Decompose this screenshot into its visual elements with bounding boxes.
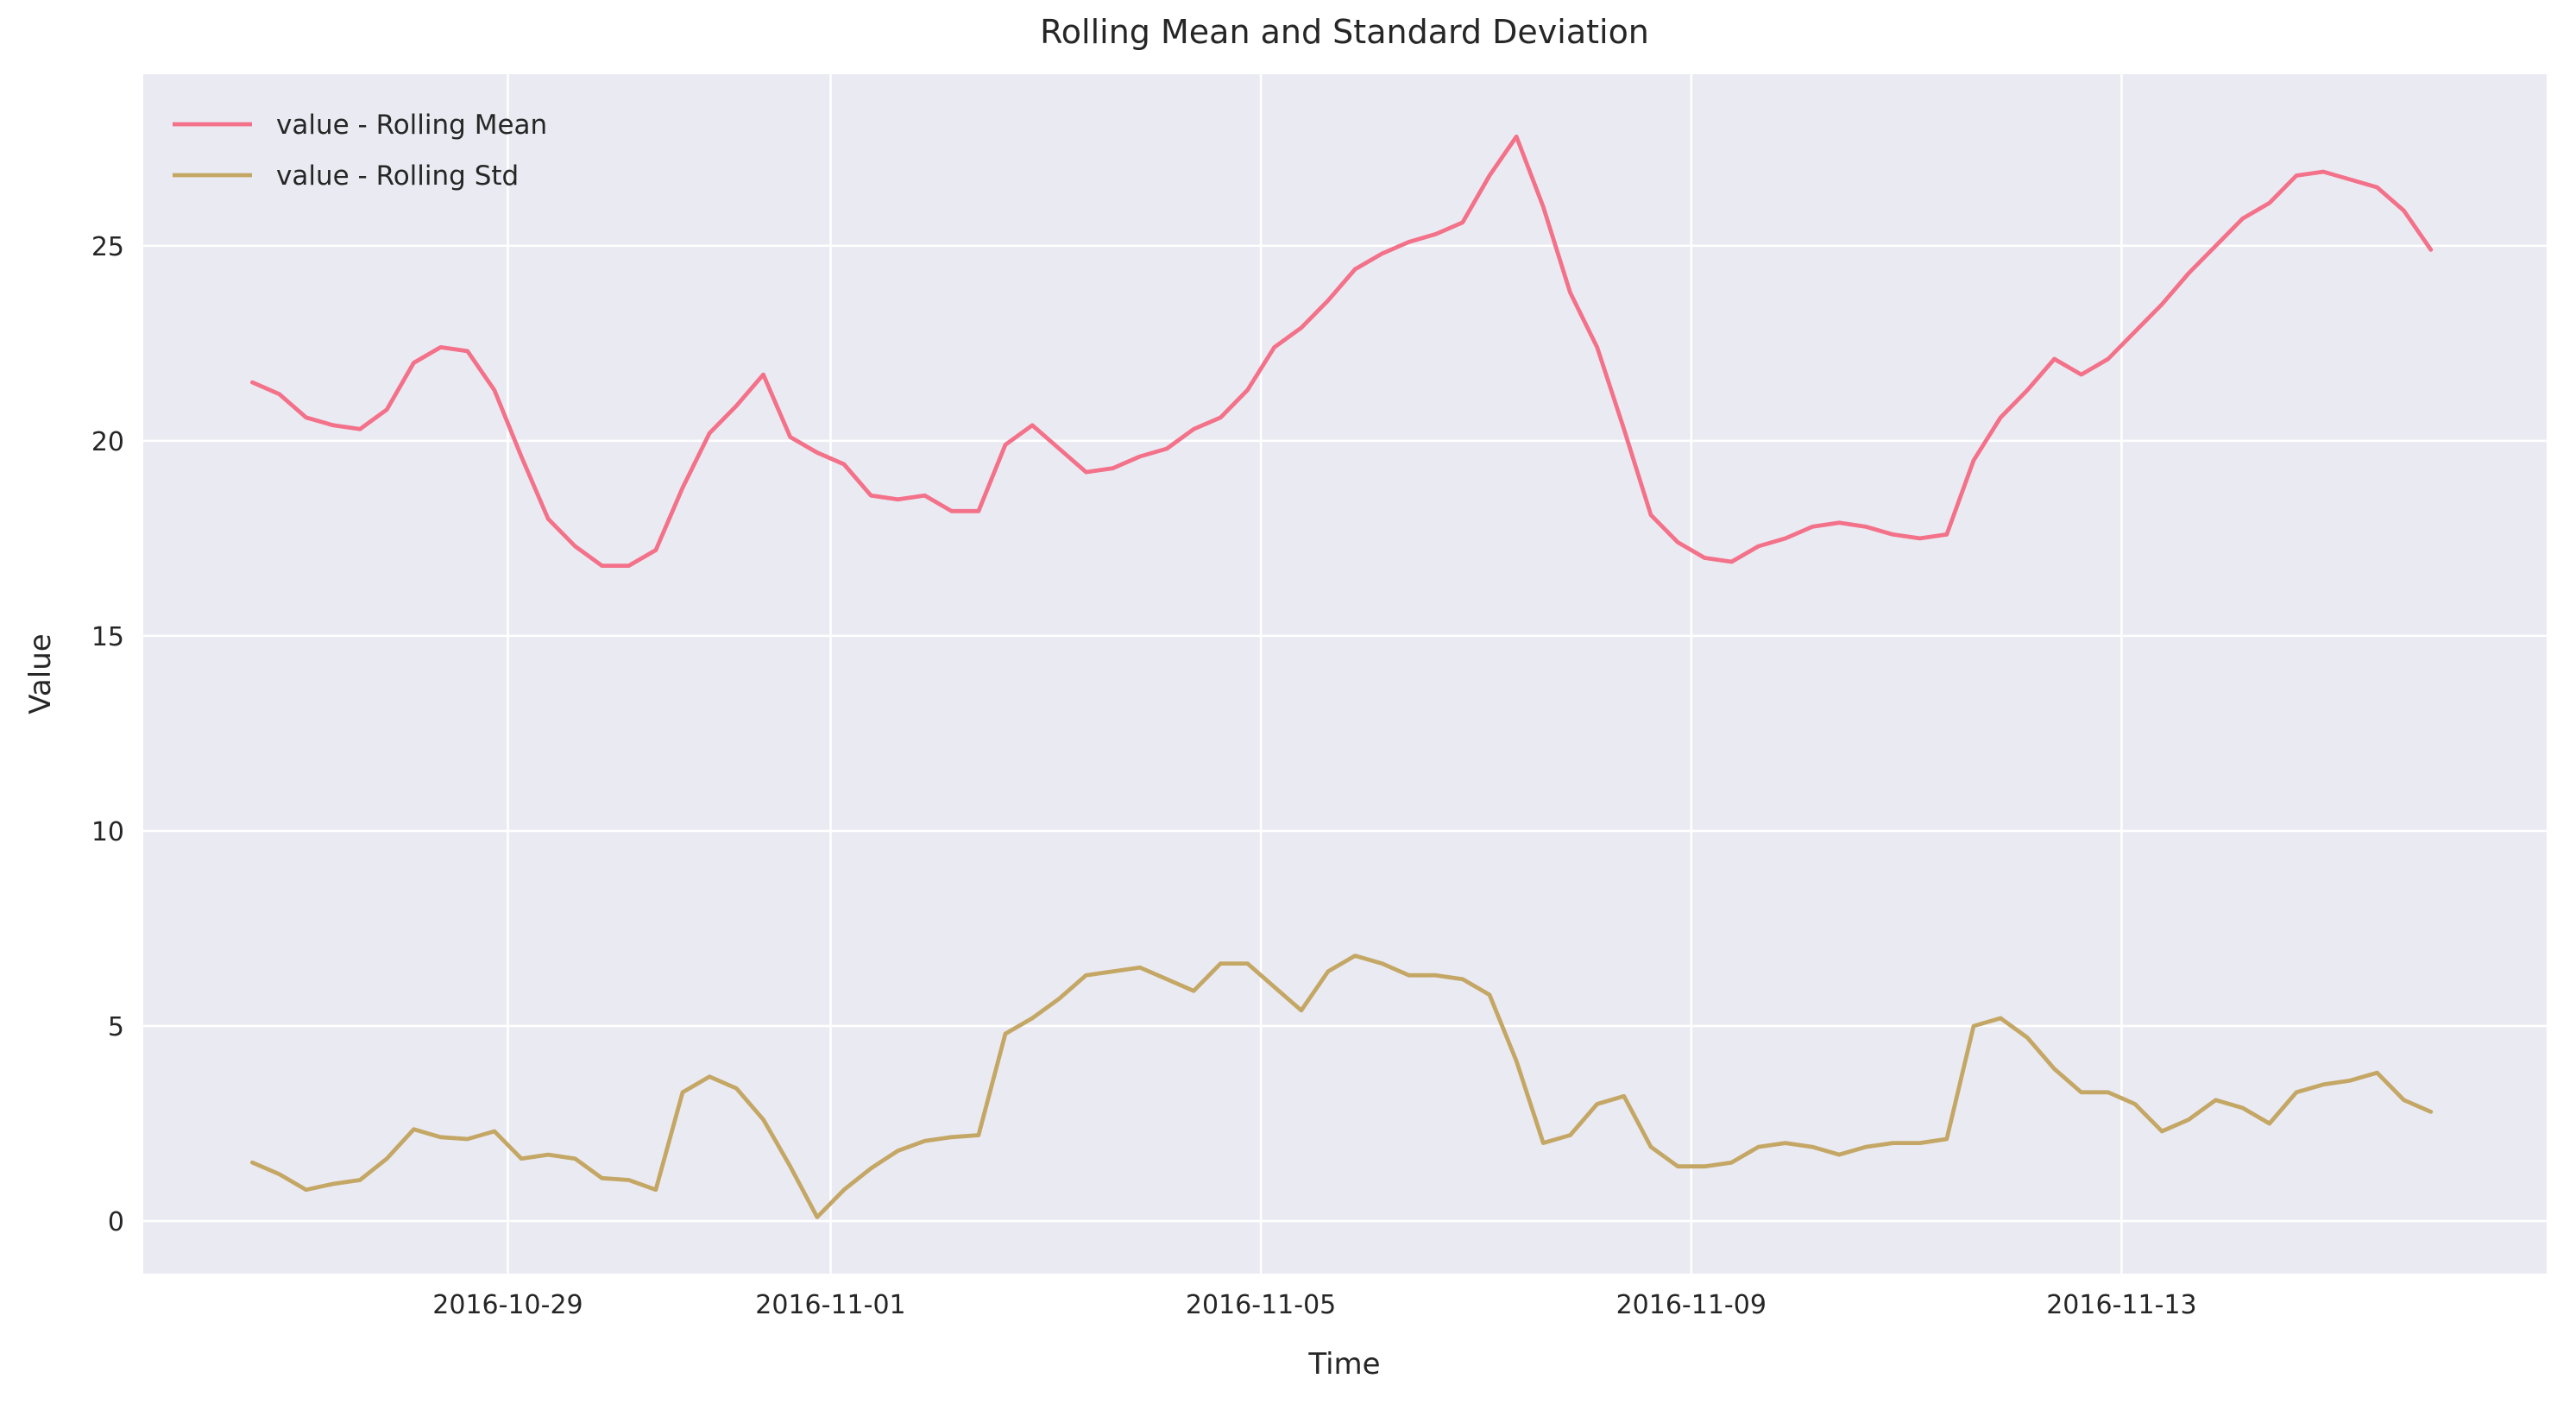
x-tick-label: 2016-11-09 <box>1616 1290 1767 1320</box>
y-tick-label: 25 <box>91 232 124 262</box>
y-tick-label: 15 <box>91 622 124 652</box>
data-line <box>250 134 2434 568</box>
y-tick-label: 20 <box>91 427 124 457</box>
y-tick-label: 10 <box>91 817 124 847</box>
x-tick-label: 2016-11-01 <box>755 1290 905 1320</box>
x-axis-label: Time <box>1307 1347 1380 1382</box>
x-tick-label: 2016-10-29 <box>432 1290 583 1320</box>
plot-area <box>143 74 2547 1274</box>
legend-label: value - Rolling Std <box>276 161 519 192</box>
x-tick-label: 2016-11-13 <box>2046 1290 2196 1320</box>
legend-label: value - Rolling Mean <box>276 110 547 141</box>
x-tick-label: 2016-11-05 <box>1186 1290 1336 1320</box>
labels: 0 5 10 15 20 25 2016-10-29 2016-11-01 2016-11-05… <box>91 232 2197 1320</box>
grid <box>143 74 2547 1274</box>
y-tick-label: 5 <box>108 1012 124 1042</box>
chart-title: Rolling Mean and Standard Deviation <box>1040 13 1649 51</box>
legend: value - Rolling Mean value - Rolling Std <box>173 110 547 192</box>
y-axis-label: Value <box>23 633 58 714</box>
data-line <box>250 954 2434 1219</box>
lines <box>250 134 2434 1219</box>
y-tick-label: 0 <box>108 1207 124 1237</box>
